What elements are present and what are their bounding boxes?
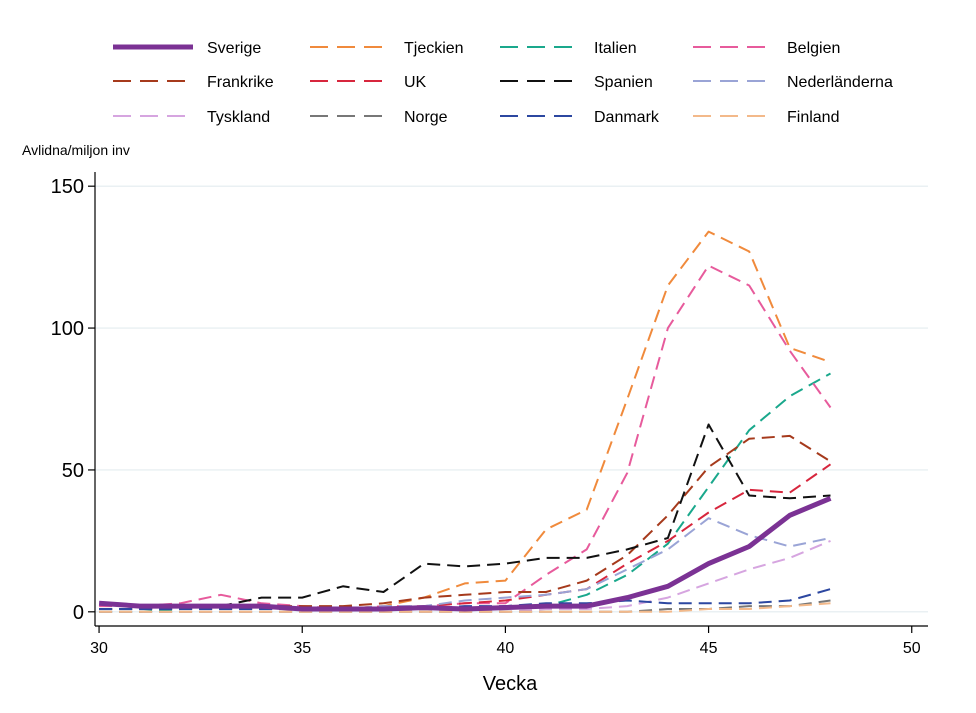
- legend-label-tjeckien: Tjeckien: [404, 40, 464, 57]
- legend-label-danmark: Danmark: [594, 109, 660, 126]
- y-tick-label-50: 50: [62, 460, 84, 482]
- series-line-spanien: [99, 423, 831, 610]
- legend-label-sverige: Sverige: [207, 40, 261, 57]
- x-tick-label-50: 50: [903, 640, 921, 657]
- y-tick-label-150: 150: [51, 176, 84, 198]
- legend-label-spanien: Spanien: [594, 74, 653, 91]
- legend-label-belgien: Belgien: [787, 40, 840, 57]
- series-line-danmark: [99, 588, 831, 610]
- series-line-uk: [99, 463, 832, 610]
- x-axis-label: Vecka: [483, 673, 538, 695]
- y-tick-label-100: 100: [51, 318, 84, 340]
- x-tick-label-30: 30: [90, 640, 108, 657]
- legend-label-norge: Norge: [404, 109, 448, 126]
- legend: Sverige Tjeckien Italien Belgien Frankrike UK…: [113, 40, 893, 126]
- legend-label-uk: UK: [404, 74, 427, 91]
- y-tick-label-0: 0: [73, 602, 84, 624]
- series-line-finland: [99, 602, 831, 613]
- legend-label-finland: Finland: [787, 109, 839, 126]
- x-tick-label-35: 35: [293, 640, 311, 657]
- grid: [95, 185, 928, 613]
- legend-label-nederlanderna: Nederländerna: [787, 74, 893, 91]
- legend-label-frankrike: Frankrike: [207, 74, 274, 91]
- y-axis-label: Avlidna/miljon inv: [22, 142, 130, 158]
- legend-label-italien: Italien: [594, 40, 637, 57]
- series-line-sverige: [98, 495, 832, 612]
- series-line-italien: [99, 372, 831, 613]
- legend-label-tyskland: Tyskland: [207, 109, 270, 126]
- series-line-tjeckien: [99, 230, 831, 610]
- x-tick-label-45: 45: [700, 640, 718, 657]
- x-tick-label-40: 40: [497, 640, 515, 657]
- series-lines: [98, 230, 832, 613]
- axes: 0 50 100 150 30 35 40 45 50: [51, 172, 928, 657]
